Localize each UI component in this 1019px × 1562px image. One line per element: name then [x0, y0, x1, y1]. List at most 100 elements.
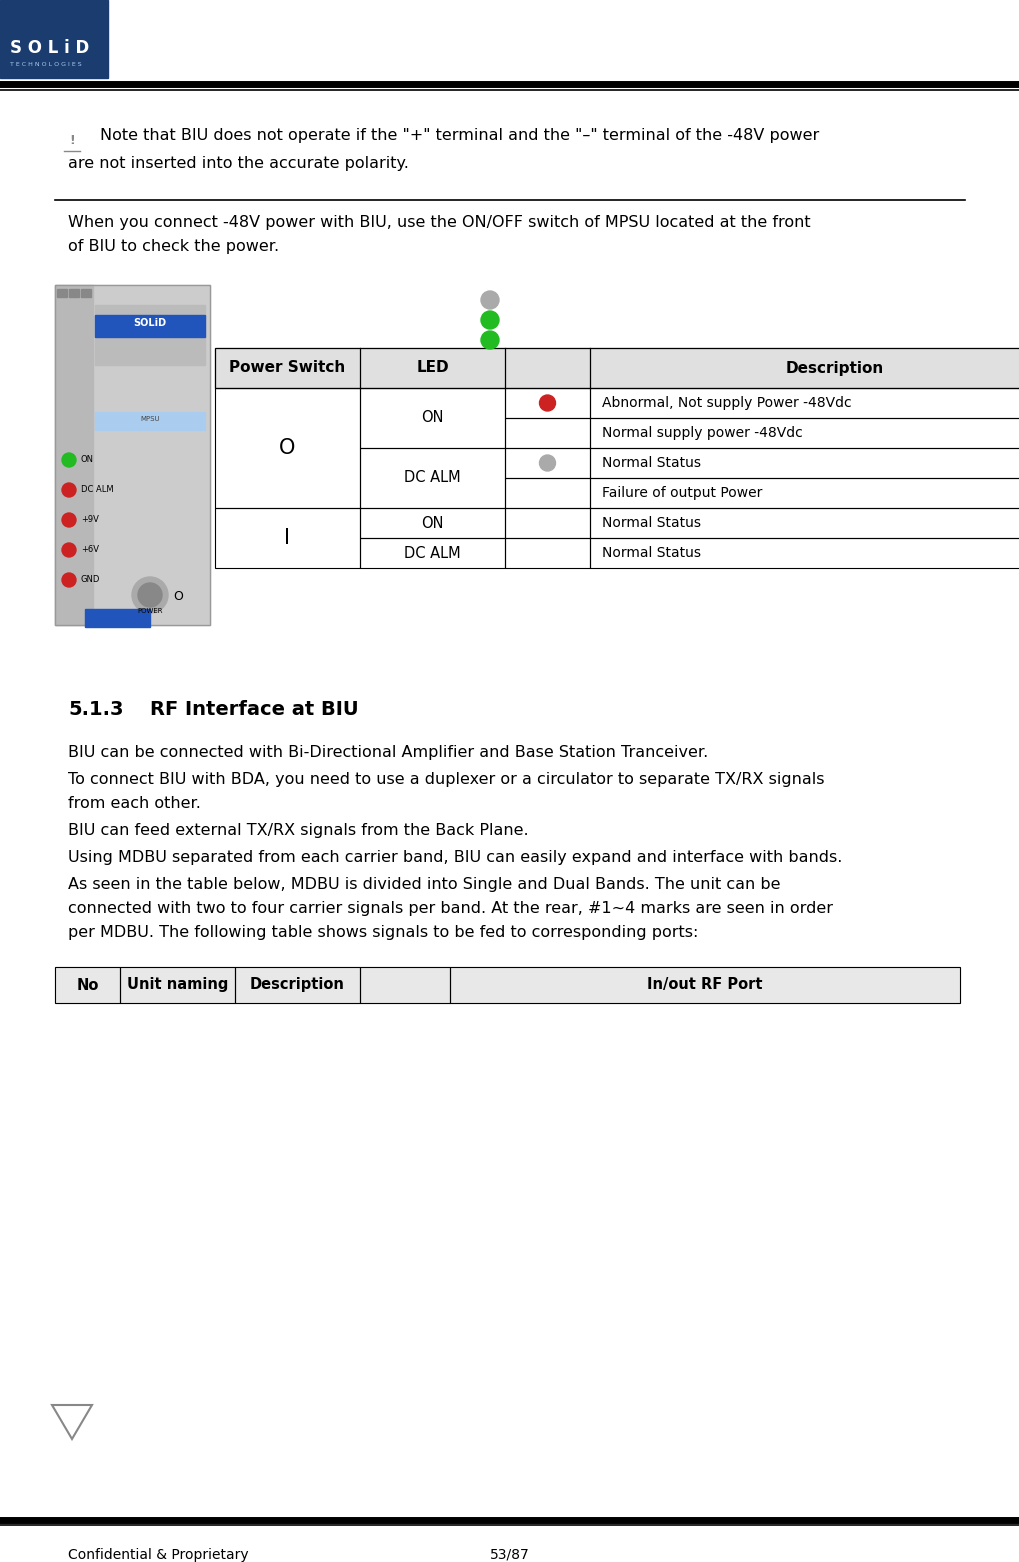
Bar: [449, 967, 959, 1003]
Bar: [360, 537, 504, 569]
Bar: [504, 387, 589, 419]
Bar: [55, 284, 210, 625]
Text: 53/87: 53/87: [490, 1548, 529, 1562]
Bar: [55, 284, 210, 625]
Bar: [589, 419, 1019, 448]
Bar: [360, 448, 504, 508]
Circle shape: [62, 573, 76, 587]
Text: No: No: [76, 978, 99, 992]
Bar: [234, 967, 360, 1003]
Bar: [360, 387, 504, 448]
Bar: [55, 284, 93, 625]
Text: To connect BIU with BDA, you need to use a duplexer or a circulator to separate : To connect BIU with BDA, you need to use…: [68, 772, 823, 787]
Bar: [360, 967, 449, 1003]
Bar: [504, 508, 589, 537]
Text: O: O: [173, 590, 182, 603]
Bar: [589, 448, 1019, 478]
Bar: [504, 478, 589, 508]
Circle shape: [539, 455, 555, 472]
Bar: [0, 0, 108, 78]
Text: +9V: +9V: [81, 515, 99, 525]
Text: DC ALM: DC ALM: [81, 486, 113, 495]
Bar: [215, 508, 360, 569]
Bar: [504, 537, 589, 569]
Circle shape: [62, 483, 76, 497]
Text: 5.1.3: 5.1.3: [68, 700, 123, 719]
Text: connected with two to four carrier signals per band. At the rear, #1~4 marks are: connected with two to four carrier signa…: [68, 901, 833, 915]
Bar: [360, 508, 504, 537]
Bar: [215, 348, 1019, 387]
Text: ON: ON: [421, 411, 443, 425]
Bar: [449, 967, 959, 1003]
Bar: [120, 967, 234, 1003]
Bar: [95, 316, 205, 337]
Text: I: I: [284, 528, 290, 548]
Bar: [57, 289, 67, 297]
Bar: [81, 289, 91, 297]
Text: +6V: +6V: [81, 545, 99, 555]
Text: Description: Description: [250, 978, 344, 992]
Text: Unit naming: Unit naming: [126, 978, 228, 992]
Text: LED: LED: [416, 361, 448, 375]
Circle shape: [131, 576, 168, 612]
Circle shape: [481, 291, 498, 309]
Text: GND: GND: [81, 575, 100, 584]
Text: Confidential & Proprietary: Confidential & Proprietary: [68, 1548, 249, 1562]
Text: from each other.: from each other.: [68, 797, 201, 811]
Text: per MDBU. The following table shows signals to be fed to corresponding ports:: per MDBU. The following table shows sign…: [68, 925, 698, 940]
Text: S O L i D: S O L i D: [10, 39, 90, 56]
Bar: [95, 412, 205, 430]
Text: Normal Status: Normal Status: [601, 547, 700, 561]
Text: DC ALM: DC ALM: [404, 545, 461, 561]
Circle shape: [138, 583, 162, 608]
Bar: [55, 967, 120, 1003]
Bar: [589, 387, 1019, 419]
Text: Abnormal, Not supply Power -48Vdc: Abnormal, Not supply Power -48Vdc: [601, 397, 851, 409]
Bar: [234, 967, 360, 1003]
Bar: [120, 967, 234, 1003]
Text: MPSU: MPSU: [140, 415, 160, 422]
Text: O: O: [279, 437, 296, 458]
Text: are not inserted into the accurate polarity.: are not inserted into the accurate polar…: [68, 156, 409, 170]
Text: BIU can feed external TX/RX signals from the Back Plane.: BIU can feed external TX/RX signals from…: [68, 823, 528, 837]
Bar: [589, 478, 1019, 508]
Text: RF Interface at BIU: RF Interface at BIU: [150, 700, 359, 719]
Text: Power Switch: Power Switch: [229, 361, 345, 375]
Text: Description: Description: [785, 361, 883, 375]
Text: Failure of output Power: Failure of output Power: [601, 486, 761, 500]
Text: In/out RF Port: In/out RF Port: [647, 978, 762, 992]
Bar: [589, 508, 1019, 537]
Circle shape: [62, 512, 76, 526]
Text: DC ALM: DC ALM: [404, 470, 461, 486]
Text: Normal Status: Normal Status: [601, 515, 700, 530]
Circle shape: [62, 453, 76, 467]
Text: SOLiD: SOLiD: [106, 631, 127, 637]
Circle shape: [62, 544, 76, 558]
Text: T E C H N O L O G I E S: T E C H N O L O G I E S: [10, 61, 82, 67]
Bar: [504, 448, 589, 478]
Bar: [95, 305, 205, 366]
Text: When you connect -48V power with BIU, use the ON/OFF switch of MPSU located at t: When you connect -48V power with BIU, us…: [68, 216, 810, 230]
Text: !: !: [69, 134, 74, 147]
Bar: [504, 419, 589, 448]
Bar: [55, 967, 120, 1003]
Text: BIU can be connected with Bi-Directional Amplifier and Base Station Tranceiver.: BIU can be connected with Bi-Directional…: [68, 745, 707, 761]
Bar: [69, 289, 78, 297]
Text: Normal supply power -48Vdc: Normal supply power -48Vdc: [601, 426, 802, 440]
Text: ON: ON: [421, 515, 443, 531]
Text: POWER: POWER: [138, 608, 163, 614]
Text: of BIU to check the power.: of BIU to check the power.: [68, 239, 279, 255]
Text: SOLiD: SOLiD: [133, 319, 166, 328]
Circle shape: [481, 311, 498, 330]
Circle shape: [481, 331, 498, 348]
Text: Using MDBU separated from each carrier band, BIU can easily expand and interface: Using MDBU separated from each carrier b…: [68, 850, 842, 865]
Bar: [85, 609, 150, 626]
Circle shape: [539, 395, 555, 411]
Bar: [589, 537, 1019, 569]
Text: As seen in the table below, MDBU is divided into Single and Dual Bands. The unit: As seen in the table below, MDBU is divi…: [68, 876, 780, 892]
Bar: [215, 348, 1019, 387]
Bar: [215, 387, 360, 508]
Text: ON: ON: [81, 456, 94, 464]
Text: Normal Status: Normal Status: [601, 456, 700, 470]
Bar: [360, 967, 449, 1003]
